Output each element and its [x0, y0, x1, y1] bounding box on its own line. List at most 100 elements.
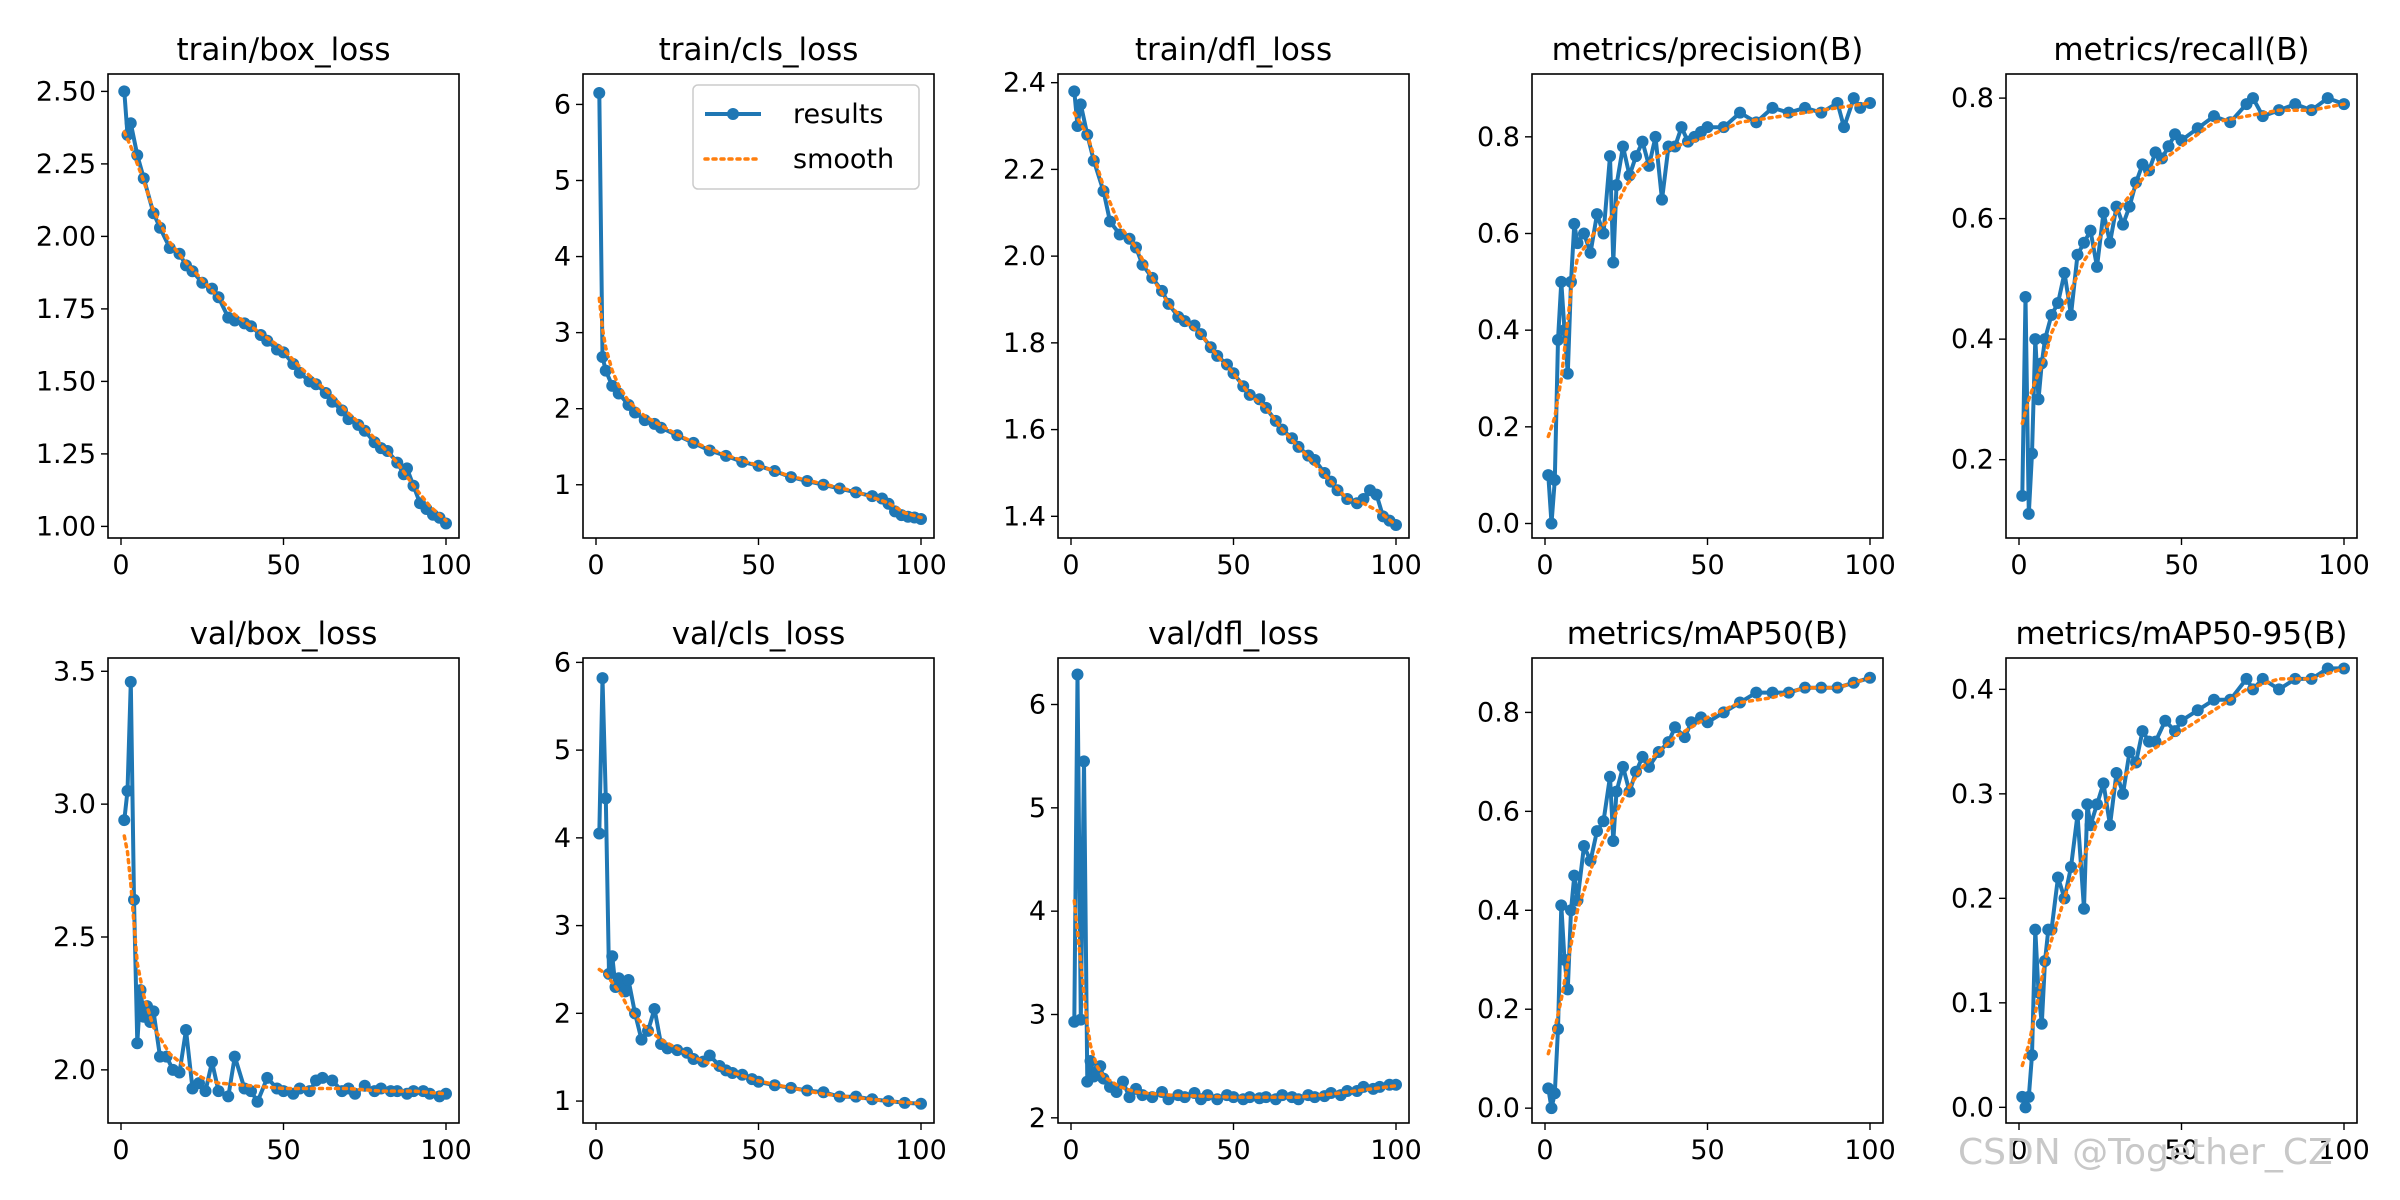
x-tick-label: 50 [1216, 1135, 1250, 1166]
results-series-line [1072, 91, 1398, 527]
results-data-point [2097, 777, 2110, 790]
x-tick-label: 100 [1370, 550, 1422, 581]
legend-box [692, 84, 920, 190]
results-data-point [703, 1049, 716, 1062]
x-tick-label: 50 [2164, 550, 2198, 581]
results-data-point [121, 784, 134, 797]
results-data-point [1104, 215, 1116, 228]
y-tick-label: 2.0 [53, 1055, 96, 1086]
results-series-line [122, 679, 447, 1104]
results-data-point [2162, 140, 2175, 153]
results-data-point [915, 1097, 927, 1110]
subplot-title: metrics/mAP50-95(B) [2015, 616, 2347, 652]
y-tick-label: 1.8 [1003, 328, 1046, 359]
y-tick-label: 1.00 [36, 511, 96, 542]
results-data-point [2117, 787, 2129, 800]
results-data-point [2104, 236, 2116, 249]
subplot-val-box-loss: val/box_loss 0 50 100 2.0 2.5 3.0 3.5 [53, 616, 472, 1166]
x-tick-label: 0 [587, 1135, 604, 1166]
results-data-point [1584, 246, 1597, 259]
plot-frame [2005, 657, 2358, 1124]
results-data-point [2273, 683, 2285, 696]
results-data-point [2026, 447, 2038, 460]
x-tick-label: 0 [2010, 550, 2027, 581]
results-data-point [2175, 714, 2188, 727]
results-data-point [2084, 224, 2097, 237]
results-data-point [1571, 237, 1584, 250]
y-tick-label: 4 [554, 242, 571, 273]
results-data-point [1578, 839, 1590, 852]
y-tick-label: 2.00 [36, 221, 96, 252]
y-tick-label: 0.3 [1951, 779, 1994, 810]
x-tick-label: 100 [420, 550, 472, 581]
y-tick-label: 3.0 [53, 789, 96, 820]
results-data-point [1717, 121, 1730, 134]
subplot-title: val/box_loss [190, 616, 378, 652]
results-data-point [638, 414, 651, 427]
subplot-metrics-recall-b: metrics/recall(B) 0 50 100 0.2 0.4 0.6 0.8 [1951, 32, 2370, 581]
results-data-point [2104, 819, 2116, 832]
subplot-metrics-map50-b: metrics/mAP50(B) 0 50 100 0.0 0.2 0.4 0.6 0.8 [1477, 616, 1896, 1166]
y-tick-label: 1.50 [36, 366, 96, 397]
results-data-point [358, 424, 371, 437]
smooth-series-line [2020, 666, 2346, 1068]
results-data-point [316, 1071, 329, 1084]
results-data-point [228, 314, 241, 327]
y-tick-label: 3 [1029, 1000, 1046, 1031]
y-tick-label: 5 [1029, 793, 1046, 824]
results-data-point [1610, 785, 1623, 798]
results-data-point [2078, 236, 2090, 249]
y-tick-label: 2.25 [36, 149, 96, 180]
results-data-point [1597, 227, 1610, 240]
results-data-point [1636, 135, 1649, 148]
subplot-title: metrics/precision(B) [1552, 32, 1864, 68]
subplot-title: val/dfl_loss [1148, 616, 1319, 652]
x-tick-label: 100 [1844, 1135, 1896, 1166]
results-series-line [597, 676, 922, 1106]
y-tick-label: 0.0 [1951, 1092, 1994, 1123]
results-data-point [2065, 860, 2077, 873]
legend-smooth-label: smooth [793, 144, 894, 175]
results-data-point [193, 1077, 205, 1090]
results-data-point [131, 1037, 144, 1050]
y-tick-label: 0.8 [1477, 122, 1520, 153]
results-data-point [1370, 488, 1383, 501]
results-data-point [261, 334, 274, 347]
results-data-point [1548, 1087, 1561, 1100]
results-series-line [1546, 96, 1871, 526]
results-data-point [1078, 755, 1090, 768]
results-data-point [1617, 140, 1629, 153]
results-data-point [2091, 798, 2103, 811]
results-data-point [1578, 227, 1590, 240]
subplot-val-cls-loss: val/cls_loss 0 50 100 1 2 3 4 5 6 [554, 616, 947, 1166]
y-tick-label: 3 [554, 911, 571, 942]
results-data-point [1357, 492, 1370, 505]
plot-frame [1531, 73, 1884, 539]
results-data-point [1604, 770, 1616, 783]
y-tick-label: 6 [554, 647, 571, 678]
results-data-point [596, 672, 609, 685]
results-data-point [128, 893, 140, 906]
results-data-point [206, 1055, 218, 1068]
y-tick-label: 0.4 [1477, 895, 1520, 926]
results-data-point [2065, 309, 2077, 322]
x-tick-label: 50 [266, 1135, 300, 1166]
results-data-point [2110, 200, 2123, 213]
x-tick-label: 50 [1690, 1135, 1724, 1166]
x-tick-label: 0 [112, 1135, 129, 1166]
y-tick-label: 1.6 [1003, 415, 1046, 446]
results-series-line [2020, 666, 2344, 1110]
y-tick-label: 5 [554, 735, 571, 766]
results-data-point [1591, 825, 1603, 838]
x-tick-label: 50 [2164, 1135, 2198, 1166]
results-data-point [261, 1071, 274, 1084]
y-tick-label: 1.4 [1003, 501, 1046, 532]
results-data-point [251, 1095, 264, 1108]
results-data-point [2058, 266, 2071, 279]
results-data-point [287, 358, 300, 370]
results-data-point [2081, 798, 2094, 811]
subplot-metrics-map50-95-b: metrics/mAP50-95(B) 0 50 100 0.0 0.1 0.2 0.3 0.4 [1951, 616, 2370, 1166]
y-tick-label: 1 [554, 470, 571, 501]
y-tick-label: 0.2 [1951, 883, 1994, 914]
results-data-point [1630, 150, 1642, 163]
